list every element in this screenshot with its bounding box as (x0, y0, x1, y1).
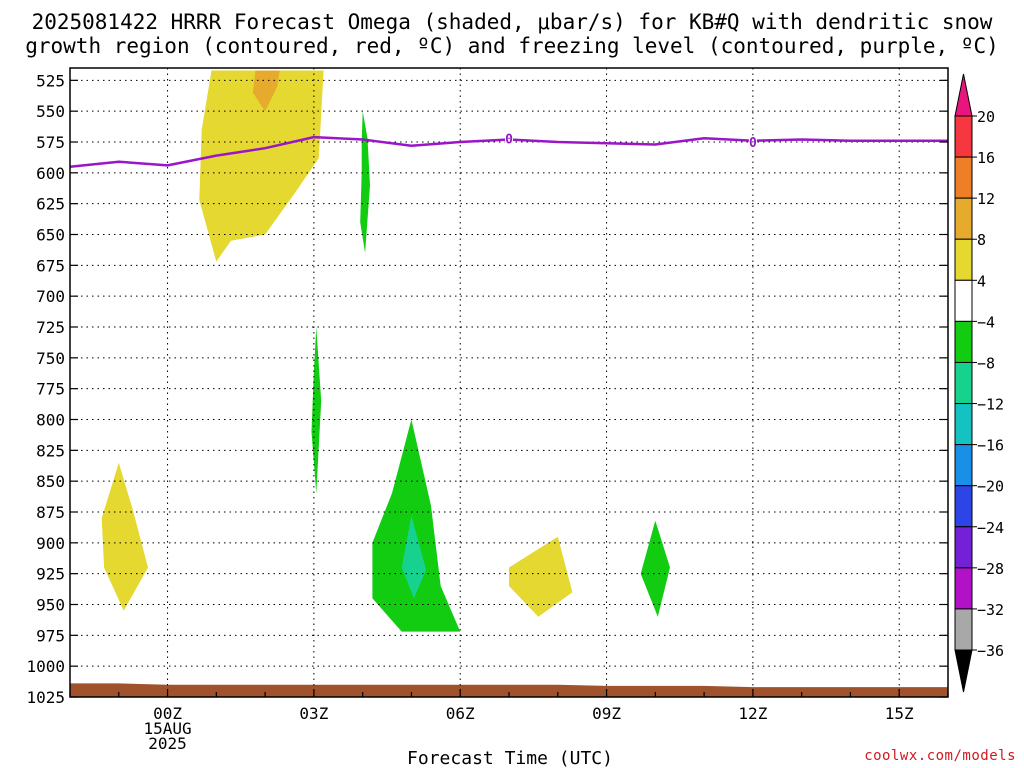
colorbar-label: 8 (977, 231, 986, 249)
omega-region-2 (252, 70, 280, 112)
y-tick-label: 825 (36, 441, 65, 460)
x-tick-label: 15Z (885, 704, 914, 723)
omega-region-1 (199, 70, 324, 262)
colorbar-label: 12 (977, 190, 995, 208)
colorbar-label: −4 (977, 313, 995, 331)
x-tick-label: 09Z (592, 704, 621, 723)
x-tick-label: 15AUG (143, 719, 191, 738)
chart-title-line-2: growth region (contoured, red, ºC) and f… (25, 34, 999, 58)
omega-shading (101, 70, 670, 632)
y-tick-label: 550 (36, 102, 65, 121)
colorbar-bin (954, 279, 973, 322)
colorbar-label: −36 (977, 642, 1004, 660)
omega-region-7 (401, 515, 427, 599)
colorbar-bin (954, 156, 973, 199)
colorbar-label: 20 (977, 108, 995, 126)
freezing-level-label: 0 (505, 132, 513, 147)
freezing-level-label: 0 (749, 136, 757, 151)
colorbar-label: 16 (977, 149, 995, 167)
colorbar-label: 4 (977, 272, 986, 290)
x-tick-label: 03Z (299, 704, 328, 723)
y-tick-label: 775 (36, 380, 65, 399)
colorbar-bin (954, 320, 973, 363)
colorbar-bin (954, 403, 973, 446)
colorbar-label: −24 (977, 519, 1004, 537)
x-tick-label: 06Z (446, 704, 475, 723)
y-tick-label: 1025 (26, 688, 65, 707)
y-tick-label: 675 (36, 256, 65, 275)
colorbar-bottom-arrow (954, 649, 973, 693)
freezing-level-label-bg (748, 136, 757, 148)
grid (70, 68, 948, 697)
y-tick-label: 800 (36, 411, 65, 430)
colorbar-label: −12 (977, 396, 1004, 414)
colorbar-label: −16 (977, 437, 1004, 455)
colorbar-bin (954, 444, 973, 487)
colorbar-label: −32 (977, 601, 1004, 619)
colorbar-bin (954, 238, 973, 281)
y-tick-label: 925 (36, 565, 65, 584)
y-tick-label: 1000 (26, 657, 65, 676)
y-tick-label: 625 (36, 195, 65, 214)
colorbar: 20 16 12 8 4 −4 −8 −12 −16 −20 −24 −28 −32 −36 (954, 73, 1004, 693)
y-tick-label: 900 (36, 534, 65, 553)
x-axis-label: Forecast Time (UTC) (407, 748, 613, 768)
colorbar-bin (954, 361, 973, 405)
y-tick-label: 725 (36, 318, 65, 337)
omega-region-4 (311, 327, 322, 494)
x-tick-label: 00Z (153, 704, 182, 723)
colorbar-bin (954, 115, 973, 158)
y-tick-label: 750 (36, 349, 65, 368)
y-tick-label: 575 (36, 133, 65, 152)
colorbar-label: −28 (977, 560, 1004, 578)
omega-region-3 (360, 111, 370, 253)
colorbar-label: −20 (977, 478, 1004, 496)
terrain-layer (70, 683, 948, 697)
colorbar-bin (954, 485, 973, 528)
y-tick-label: 850 (36, 472, 65, 491)
x-tick-label: 12Z (738, 704, 767, 723)
y-tick-label: 950 (36, 596, 65, 615)
omega-region-8 (509, 536, 573, 617)
colorbar-bin (954, 567, 973, 610)
colorbar-bin (954, 197, 973, 240)
y-tick-label: 600 (36, 164, 65, 183)
terrain-fill (70, 683, 948, 697)
y-tick-label: 650 (36, 226, 65, 245)
x-tick-label: 2025 (148, 734, 187, 753)
y-tick-label: 525 (36, 71, 65, 90)
omega-region-9 (640, 520, 670, 617)
y-axis: 525 550 575 600 625 650 675 700 725 750 775 800 825 8… (26, 71, 948, 707)
colorbar-label: −8 (977, 354, 995, 372)
chart-title-line-1: 2025081422 HRRR Forecast Omega (shaded, … (32, 10, 993, 34)
y-tick-label: 975 (36, 626, 65, 645)
colorbar-bin (954, 608, 973, 651)
credit-text: coolwx.com/models (864, 748, 1016, 764)
colorbar-bin (954, 526, 973, 569)
omega-region-6 (372, 419, 461, 632)
freezing-level-label-bg (505, 132, 513, 145)
y-tick-label: 700 (36, 287, 65, 306)
y-tick-label: 875 (36, 503, 65, 522)
